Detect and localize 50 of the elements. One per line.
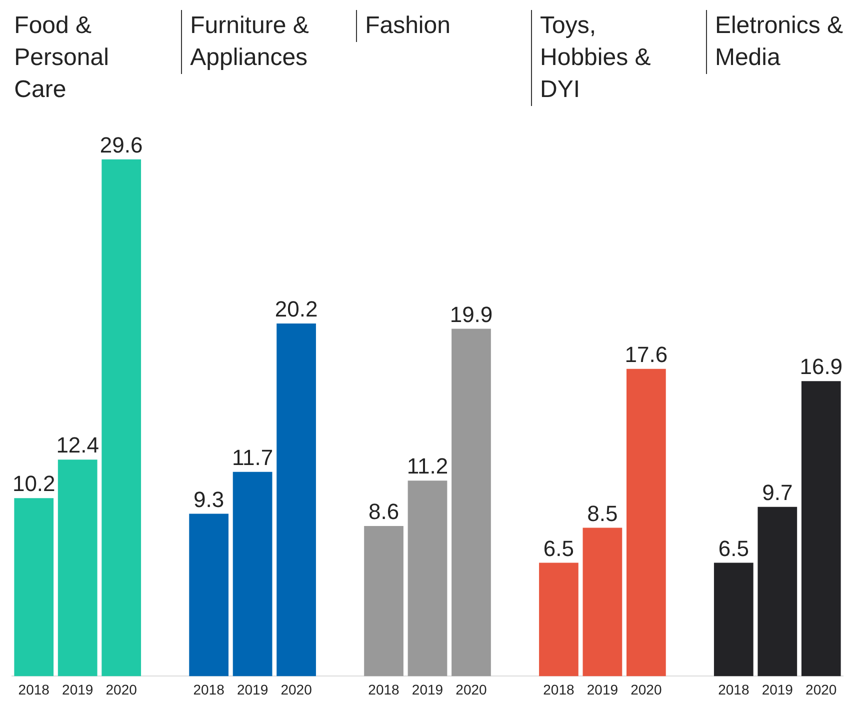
x-tick-label: 2019 [236, 681, 268, 698]
x-tick-label: 2018 [18, 681, 50, 698]
data-label: 6.5 [543, 536, 574, 561]
data-label: 8.6 [368, 499, 400, 524]
x-tick-label: 2018 [718, 681, 750, 698]
bar [232, 472, 272, 676]
data-label: 12.4 [56, 432, 100, 458]
bar [801, 381, 841, 676]
data-label: 19.9 [450, 302, 493, 327]
x-tick-label: 2019 [62, 681, 94, 698]
x-tick-label: 2020 [280, 681, 312, 698]
text: Food & Personal Care [14, 11, 110, 105]
x-tick-label: 2018 [193, 681, 225, 698]
text: Fashion [356, 10, 506, 42]
data-label: 16.9 [800, 354, 843, 380]
bar [14, 498, 54, 676]
x-tick-label: 2019 [412, 681, 444, 698]
x-tick-label: 2020 [806, 681, 837, 698]
text: Toys, Hobbies & DYI [531, 10, 680, 106]
bar [364, 526, 404, 676]
data-label: 9.7 [762, 480, 793, 505]
data-label: 20.2 [274, 296, 318, 322]
data-label: 11.7 [232, 444, 274, 470]
bar [58, 460, 98, 676]
data-label: 17.6 [624, 342, 668, 367]
text: Furniture & Appliances [181, 10, 330, 74]
bar [539, 562, 578, 676]
data-label: 29.6 [100, 132, 143, 158]
data-label: 6.5 [718, 536, 749, 561]
bar [102, 159, 142, 676]
bar [714, 562, 754, 676]
data-label: 8.5 [587, 500, 618, 526]
x-tick-label: 2020 [630, 681, 662, 698]
bar [582, 528, 622, 676]
data-label: 11.2 [406, 454, 448, 479]
bar [189, 514, 228, 676]
x-tick-label: 2020 [456, 681, 488, 698]
data-label: 9.3 [194, 486, 224, 512]
x-tick-label: 2018 [368, 681, 400, 698]
bar [408, 480, 448, 676]
bar [758, 506, 798, 676]
x-tick-label: 2018 [543, 681, 574, 698]
data-label: 10.2 [12, 471, 56, 496]
bar [276, 323, 316, 676]
bar [626, 368, 666, 676]
x-tick-label: 2019 [762, 681, 794, 698]
x-tick-label: 2020 [106, 681, 138, 698]
x-tick-label: 2019 [586, 681, 618, 698]
bar [452, 328, 491, 676]
text: Eletronics & Media [706, 10, 855, 74]
